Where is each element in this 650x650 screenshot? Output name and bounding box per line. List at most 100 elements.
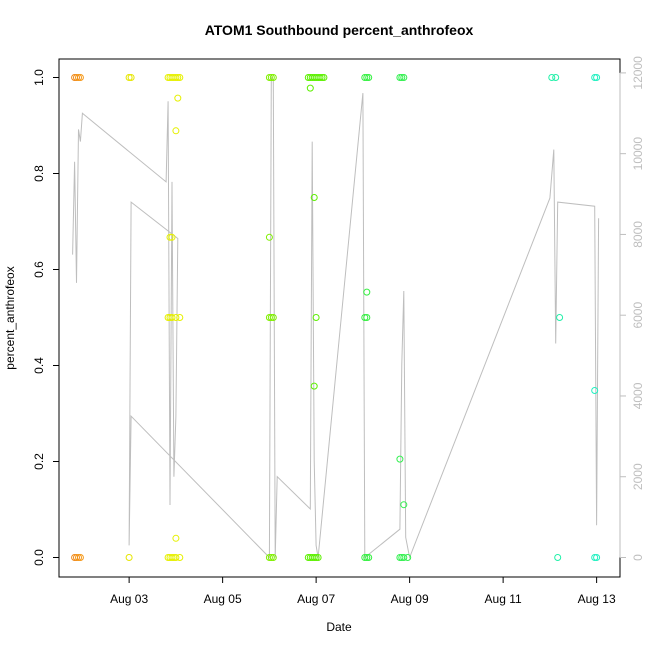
- data-point: [166, 233, 174, 241]
- data-point: [320, 74, 328, 81]
- data-point: [363, 554, 371, 561]
- data-point: [174, 74, 182, 81]
- x-tick-label: Aug 05: [204, 592, 242, 606]
- data-point: [265, 314, 273, 321]
- x-tick-label: Aug 11: [485, 592, 522, 606]
- x-tick-label: Aug 07: [297, 592, 335, 606]
- percent-points-series: [71, 74, 601, 561]
- data-point: [361, 554, 369, 561]
- y-tick-label: 1.0: [32, 69, 46, 86]
- data-point: [125, 554, 133, 561]
- data-point: [554, 554, 562, 561]
- data-point: [172, 534, 180, 542]
- data-point: [174, 94, 182, 102]
- data-point: [172, 554, 180, 561]
- data-point: [591, 387, 599, 394]
- data-point: [363, 288, 371, 296]
- data-point: [73, 554, 80, 561]
- data-point: [265, 554, 273, 561]
- x-axis: Aug 03 Aug 05 Aug 07 Aug 09 Aug 11 Aug 13: [110, 577, 616, 606]
- data-point: [363, 74, 371, 81]
- data-point: [398, 74, 406, 81]
- y-axis-left: 0.0 0.2 0.4 0.6 0.8 1.0: [32, 69, 59, 566]
- data-point: [365, 554, 373, 561]
- data-point: [172, 74, 180, 81]
- data-point: [168, 233, 176, 241]
- y2-tick-label: 4000: [631, 382, 645, 409]
- y2-tick-label: 12000: [631, 56, 645, 90]
- y2-tick-label: 8000: [631, 221, 645, 248]
- data-point: [396, 554, 404, 561]
- data-point: [125, 74, 133, 81]
- y2-tick-label: 2000: [631, 463, 645, 490]
- x-axis-label: Date: [326, 620, 352, 634]
- data-point: [365, 74, 373, 81]
- y2-tick-label: 10000: [631, 137, 645, 171]
- data-point: [310, 194, 318, 201]
- data-point: [306, 84, 314, 92]
- data-point: [404, 554, 412, 561]
- data-point: [400, 74, 408, 81]
- y2-tick-label: 6000: [631, 302, 645, 329]
- data-point: [73, 74, 80, 81]
- data-point: [265, 74, 273, 81]
- y-tick-label: 0.4: [32, 357, 46, 374]
- data-point: [168, 554, 176, 561]
- data-point: [400, 501, 408, 509]
- data-point: [310, 554, 318, 561]
- data-point: [552, 74, 560, 81]
- data-point: [176, 554, 184, 561]
- data-point: [400, 554, 408, 561]
- secondary-line-series: [72, 76, 600, 560]
- data-point: [267, 314, 275, 321]
- data-point: [127, 74, 135, 81]
- data-point: [168, 314, 176, 321]
- data-point: [593, 74, 601, 81]
- data-point: [591, 74, 599, 81]
- y-axis-right: 0 2000 4000 6000 8000 10000 12000: [619, 56, 645, 561]
- data-point: [75, 74, 82, 81]
- y2-tick-label: 0: [631, 554, 645, 561]
- series-line: [72, 76, 600, 560]
- data-point: [310, 382, 318, 390]
- data-point: [75, 554, 82, 561]
- data-point: [312, 554, 320, 561]
- data-point: [76, 554, 84, 561]
- data-point: [176, 314, 184, 321]
- data-point: [269, 554, 277, 561]
- data-point: [548, 74, 556, 81]
- data-point: [269, 74, 277, 81]
- y-axis-label: percent_anthrofeox: [3, 266, 17, 369]
- data-point: [265, 233, 273, 241]
- data-point: [556, 314, 564, 321]
- x-tick-label: Aug 09: [391, 592, 429, 606]
- data-point: [396, 74, 404, 81]
- plot-frame: [58, 58, 621, 578]
- data-point: [593, 554, 601, 561]
- data-point: [316, 74, 324, 81]
- data-point: [591, 554, 599, 561]
- data-point: [312, 314, 320, 321]
- data-point: [269, 314, 277, 321]
- x-tick-label: Aug 13: [578, 592, 616, 606]
- y-tick-label: 0.8: [32, 165, 46, 182]
- data-point: [172, 314, 180, 321]
- data-point: [267, 554, 275, 561]
- y-tick-label: 0.6: [32, 261, 46, 278]
- data-point: [176, 74, 184, 81]
- chart-title: ATOM1 Southbound percent_anthrofeox: [205, 22, 474, 38]
- data-point: [363, 314, 371, 321]
- data-point: [172, 127, 180, 135]
- y-tick-label: 0.2: [32, 453, 46, 470]
- data-point: [267, 74, 275, 81]
- x-tick-label: Aug 03: [110, 592, 148, 606]
- data-point: [314, 554, 322, 561]
- data-point: [164, 314, 172, 321]
- data-point: [396, 455, 404, 463]
- data-point: [361, 74, 369, 81]
- data-point: [76, 74, 84, 81]
- data-point: [318, 74, 326, 81]
- y-tick-label: 0.0: [32, 549, 46, 566]
- data-point: [361, 314, 369, 321]
